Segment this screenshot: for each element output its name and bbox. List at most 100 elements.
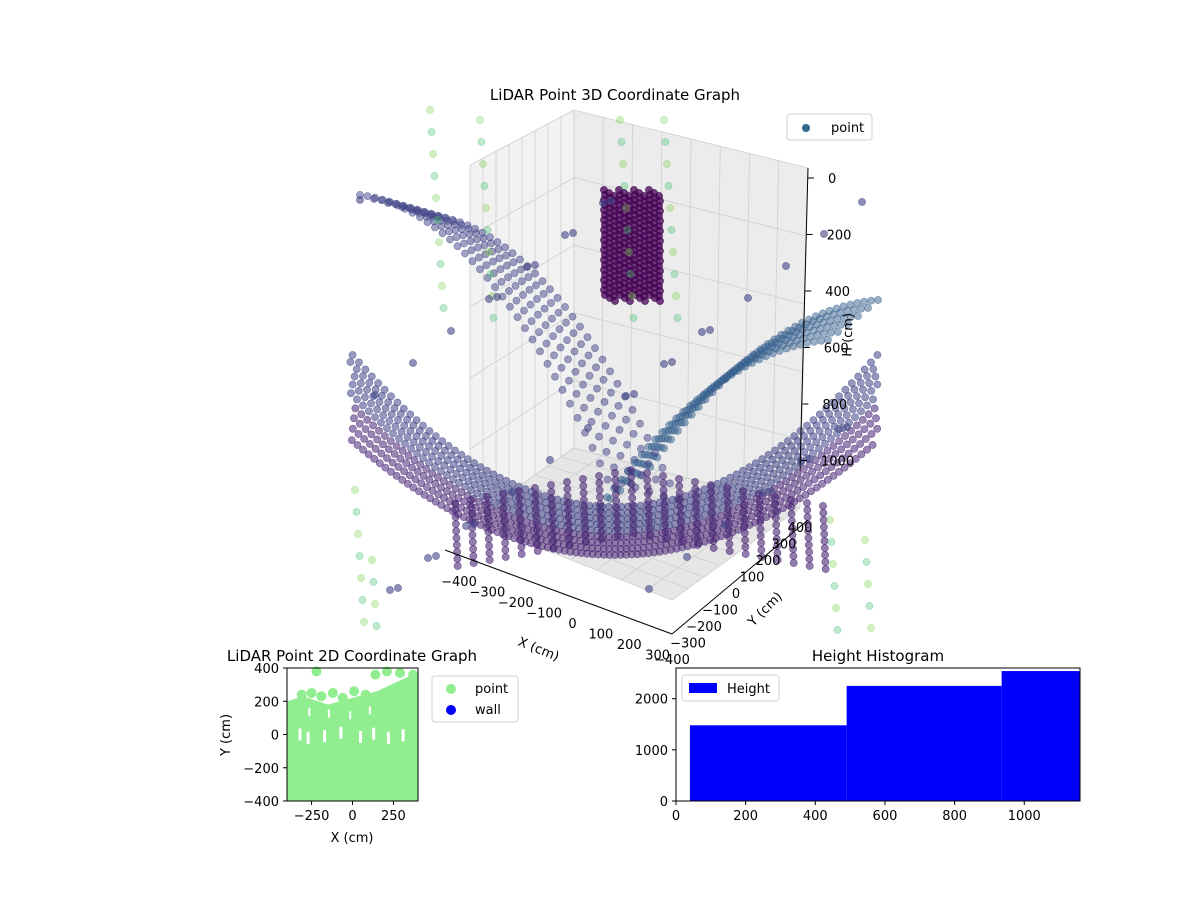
point-3d [383, 454, 391, 462]
point-3d [759, 489, 767, 497]
plot2d-gap [339, 726, 343, 739]
point-3d [607, 197, 615, 205]
point-3d [686, 402, 694, 410]
point-3d [693, 541, 702, 549]
plot2d-gap [368, 706, 371, 715]
histogram-bar [689, 725, 847, 801]
point-3d [558, 385, 567, 394]
point-3d [755, 504, 764, 512]
point-3d [495, 473, 504, 482]
point-3d [841, 385, 850, 394]
point-3d [347, 436, 356, 444]
point-3d [672, 414, 681, 423]
plot3d-ytick-label: −400 [654, 653, 690, 668]
point-3d [394, 463, 403, 471]
point-3d [827, 434, 835, 443]
plot3d: LiDAR Point 3D Coordinate Graph −400−300… [346, 86, 882, 668]
point-3d [663, 160, 671, 168]
point-3d [860, 365, 869, 374]
point-3d [518, 277, 526, 286]
point-3d [833, 458, 842, 467]
point-3d [501, 546, 510, 554]
point-3d [645, 518, 653, 526]
point-3d [412, 207, 420, 215]
point-3d [677, 531, 686, 539]
plot3d-y-axis-line [671, 519, 809, 635]
point-3d [483, 500, 492, 508]
point-3d [515, 501, 524, 509]
point-3d [651, 435, 660, 444]
point-3d [451, 520, 460, 528]
point-3d [486, 233, 494, 242]
point-3d [629, 522, 638, 530]
point-3d [772, 514, 780, 522]
plot3d-ztick-label: 1000 [821, 455, 854, 470]
point-3d [565, 376, 573, 385]
point-3d [436, 260, 445, 268]
point-3d [375, 426, 383, 435]
plot2d-gap [306, 731, 310, 744]
point-3d [764, 450, 773, 459]
histogram-bar [846, 685, 1002, 801]
point-3d [395, 434, 403, 443]
point-3d [740, 508, 748, 516]
point-3d [867, 296, 875, 305]
point-3d [612, 511, 621, 519]
point-3d [829, 471, 838, 480]
point-3d [439, 477, 448, 486]
point-3d [745, 463, 754, 471]
point-3d [628, 487, 636, 495]
point-3d [564, 520, 573, 528]
point-3d [373, 405, 381, 414]
point-3d [794, 469, 802, 478]
point-3d [470, 459, 479, 468]
point-3d [402, 459, 411, 468]
point-3d [346, 358, 355, 366]
plot3d-ytick-label: 0 [732, 587, 740, 602]
point-3d [384, 445, 393, 454]
point-3d [596, 459, 604, 468]
point-3d [429, 150, 437, 158]
point-3d [470, 520, 478, 528]
point-3d [548, 502, 556, 510]
point-3d [433, 212, 442, 220]
plot2d-legend-wall-label: wall [475, 703, 501, 718]
point-3d [612, 497, 621, 505]
point-3d [597, 521, 605, 529]
plot3d-ticks: −400−300−200−1000100200300−400−300−200−1… [441, 172, 854, 668]
plot2d-gap [308, 707, 311, 716]
point-3d [463, 221, 472, 230]
point-3d [476, 463, 485, 471]
point-3d [351, 404, 360, 413]
point-3d [596, 493, 604, 501]
point-3d [516, 529, 525, 537]
point-3d [622, 392, 630, 400]
point-3d [853, 421, 861, 430]
point-3d [644, 504, 653, 512]
point-3d [727, 370, 736, 379]
plot2d-legend-point-label: point [475, 682, 508, 697]
point-3d [627, 466, 635, 474]
point-3d [531, 484, 539, 492]
point-3d [477, 138, 486, 146]
point-3d [602, 447, 611, 456]
point-3d [829, 442, 838, 450]
point-3d [517, 550, 526, 558]
point-3d [564, 355, 572, 364]
plot2d-xtick-label: 0 [348, 809, 356, 824]
point-3d [441, 213, 449, 222]
grid-line [573, 177, 807, 237]
point-3d [851, 413, 859, 421]
point-3d [563, 485, 572, 493]
point-3d [531, 261, 539, 269]
point-3d [801, 490, 810, 499]
histogram-xtick-label: 400 [803, 809, 828, 824]
point-3d [857, 450, 866, 459]
point-3d [773, 556, 782, 564]
point-3d [830, 321, 839, 330]
point-3d [611, 476, 620, 484]
point-3d [692, 513, 701, 521]
point-3d [725, 547, 734, 555]
point-3d [553, 293, 562, 302]
point-3d [867, 430, 876, 438]
